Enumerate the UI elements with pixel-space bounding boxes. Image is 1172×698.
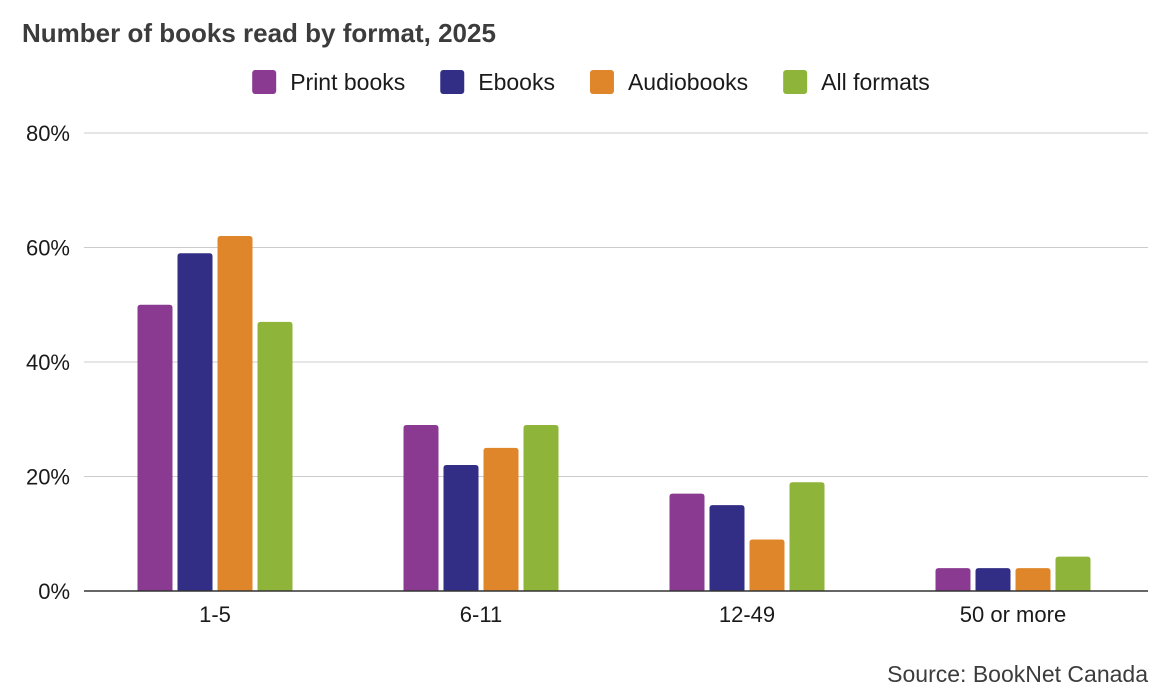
bar-print-books-12-49 [669,493,705,591]
y-tick-label: 60% [26,236,70,261]
legend-swatch [783,70,808,94]
y-tick-label: 0% [38,579,70,604]
bar-print-books-6-11 [403,424,439,591]
x-tick-label: 50 or more [960,602,1066,627]
x-axis-ticks: 1-5 6-11 12-49 50 or more [199,602,1066,627]
legend-item-print-books: Print books [252,69,405,95]
bar-print-books-1-5 [137,304,173,591]
bar-audiobooks-1-5 [217,236,253,592]
bar-all-formats-50-or-more [1055,556,1091,591]
bar-ebooks-12-49 [709,505,745,591]
legend: Print books Ebooks Audiobooks All formats [252,69,930,95]
y-axis-ticks: 0% 20% 40% 60% 80% [26,121,70,604]
bar-all-formats-12-49 [789,482,825,591]
y-tick-label: 20% [26,465,70,490]
legend-item-all-formats: All formats [783,69,930,95]
legend-swatch [589,70,614,94]
legend-swatch [440,70,465,94]
bar-all-formats-6-11 [523,424,559,591]
bar-audiobooks-6-11 [483,447,519,591]
legend-label: Print books [290,69,405,95]
bar-print-books-50-or-more [935,568,971,591]
chart-title: Number of books read by format, 2025 [22,18,496,48]
bar-audiobooks-50-or-more [1015,568,1051,591]
bar-ebooks-50-or-more [975,568,1011,591]
legend-item-audiobooks: Audiobooks [589,69,748,95]
source-note: Source: BookNet Canada [887,661,1148,687]
legend-item-ebooks: Ebooks [440,69,555,95]
y-tick-label: 40% [26,350,70,375]
y-tick-label: 80% [26,121,70,146]
bar-audiobooks-12-49 [749,539,785,591]
bar-ebooks-1-5 [177,253,213,591]
legend-swatch [252,70,277,94]
legend-label: All formats [821,69,930,95]
x-tick-label: 1-5 [199,602,231,627]
bar-all-formats-1-5 [257,321,293,591]
legend-label: Ebooks [478,69,555,95]
bar-ebooks-6-11 [443,465,479,591]
bars [137,236,1091,592]
x-tick-label: 12-49 [719,602,775,627]
legend-label: Audiobooks [628,69,748,95]
x-tick-label: 6-11 [460,602,502,627]
